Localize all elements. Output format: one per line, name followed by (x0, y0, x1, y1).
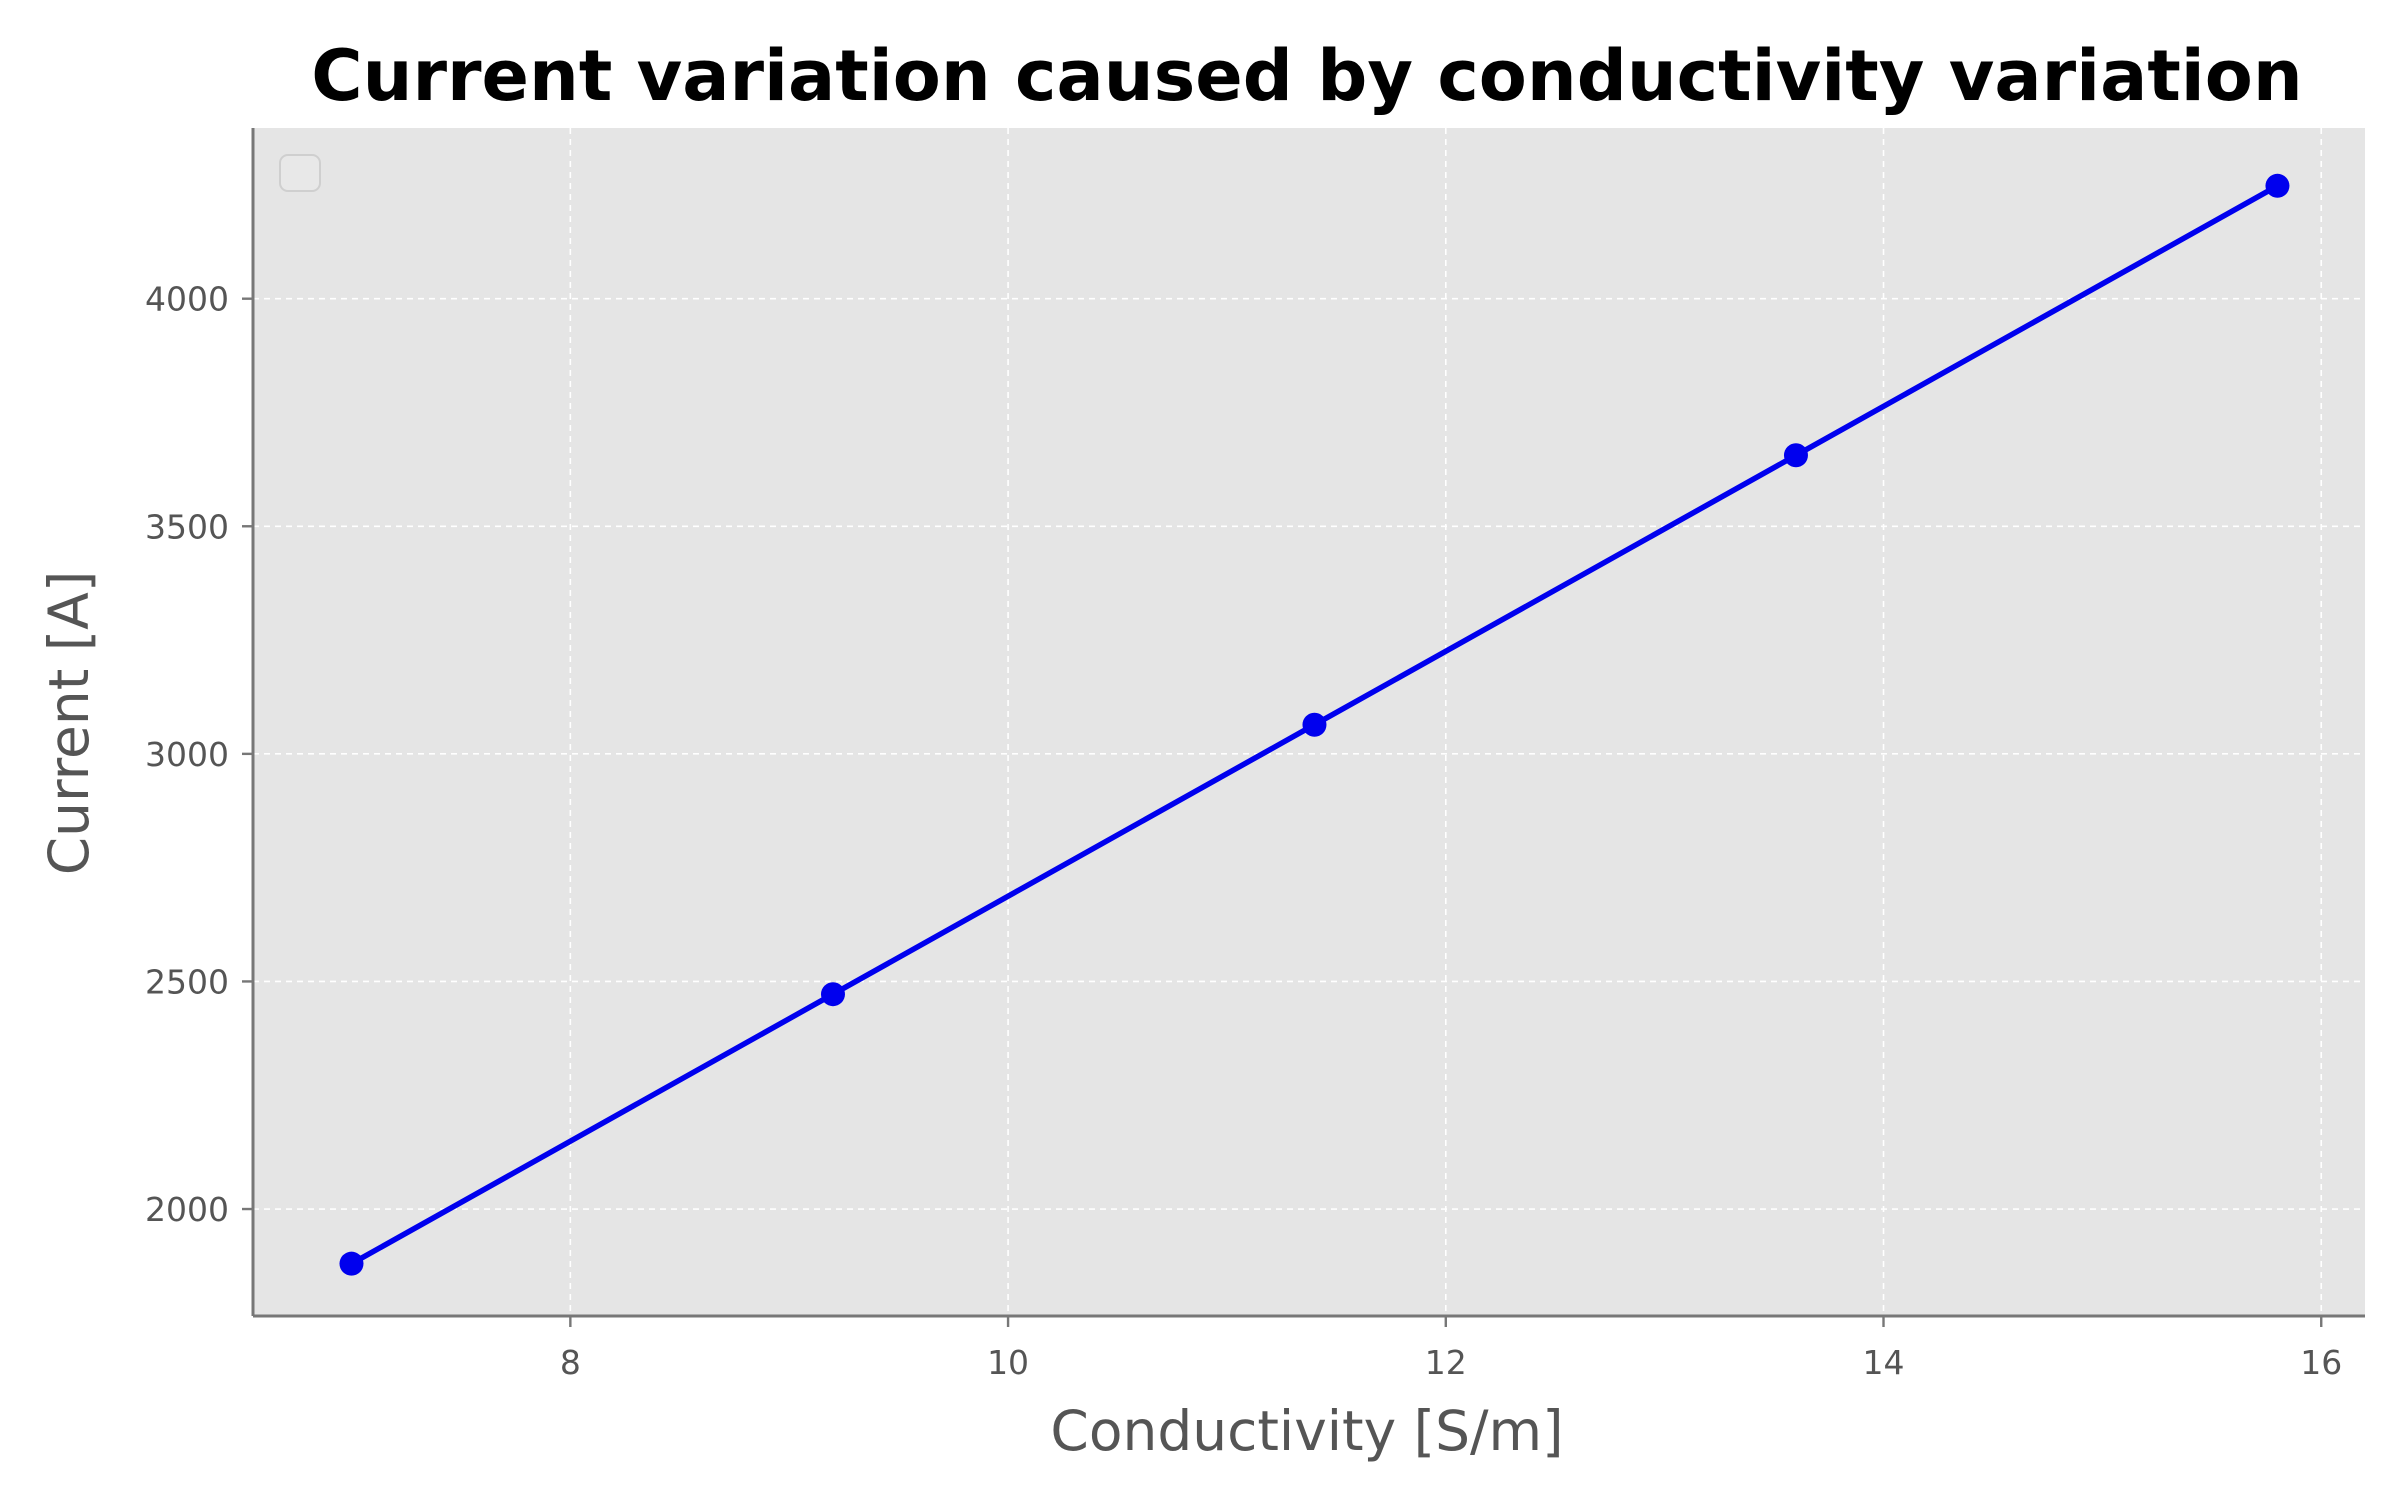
grid-lines (253, 128, 2365, 1316)
data-point (1302, 712, 1327, 737)
data-point (339, 1251, 364, 1276)
y-axis-label: Current [A] (37, 571, 101, 876)
data-point (2265, 173, 2290, 198)
x-tick-label: 16 (2300, 1343, 2342, 1382)
x-tick-label: 8 (560, 1343, 581, 1382)
y-tick-label: 2500 (145, 962, 229, 1001)
chart-title: Current variation caused by conductivity… (311, 35, 2302, 117)
legend-box (279, 154, 321, 192)
x-axis-label: Conductivity [S/m] (1050, 1399, 1563, 1463)
y-tick-label: 4000 (145, 280, 229, 319)
y-tick-label: 2000 (145, 1190, 229, 1229)
y-tick-label: 3500 (145, 507, 229, 546)
y-tick-label: 3000 (145, 735, 229, 774)
x-tick-label: 12 (1425, 1343, 1467, 1382)
x-tick-label: 10 (987, 1343, 1029, 1382)
data-point (1783, 443, 1808, 468)
data-point (820, 982, 845, 1007)
x-tick-label: 14 (1863, 1343, 1905, 1382)
